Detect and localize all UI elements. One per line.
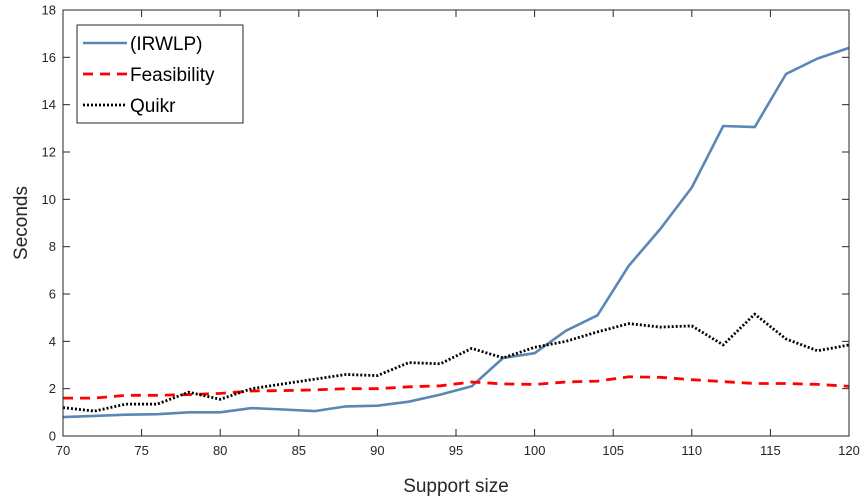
legend: (IRWLP) Feasibility Quikr <box>76 24 244 124</box>
y-tick-label: 18 <box>42 3 56 18</box>
x-tick-label: 105 <box>602 443 624 458</box>
legend-label-1: (IRWLP) <box>130 34 202 55</box>
x-tick-label: 95 <box>449 443 463 458</box>
y-tick-label: 6 <box>49 287 56 302</box>
legend-label-2: Feasibility <box>130 65 215 86</box>
axes: 70 75 80 85 90 95 100 105 110 115 120 0 2 4 6 8 10 12 14 16… <box>42 3 860 459</box>
x-tick-label: 90 <box>370 443 384 458</box>
x-tick-label: 75 <box>134 443 148 458</box>
series-line-2 <box>63 375 850 400</box>
y-tick-label: 14 <box>42 97 56 112</box>
x-axis-title: Support size <box>403 476 509 497</box>
series-line-1 <box>62 46 850 419</box>
x-tick-label: 70 <box>56 443 70 458</box>
y-tick-label: 16 <box>42 50 56 65</box>
series-line-3 <box>62 312 850 413</box>
x-tick-label: 100 <box>524 443 546 458</box>
y-tick-label: 10 <box>42 192 56 207</box>
y-tick-label: 0 <box>49 429 56 444</box>
x-tick-label: 85 <box>292 443 306 458</box>
y-tick-label: 12 <box>42 145 56 160</box>
x-tick-label: 110 <box>681 443 702 458</box>
legend-label-3: Quikr <box>130 96 176 117</box>
y-axis-title: Seconds <box>11 186 32 260</box>
y-tick-label: 4 <box>49 334 56 349</box>
x-tick-label: 80 <box>213 443 227 458</box>
x-tick-label: 115 <box>760 443 781 458</box>
y-tick-label: 8 <box>49 239 56 254</box>
x-tick-label: 120 <box>838 443 860 458</box>
y-tick-label: 2 <box>49 381 56 396</box>
